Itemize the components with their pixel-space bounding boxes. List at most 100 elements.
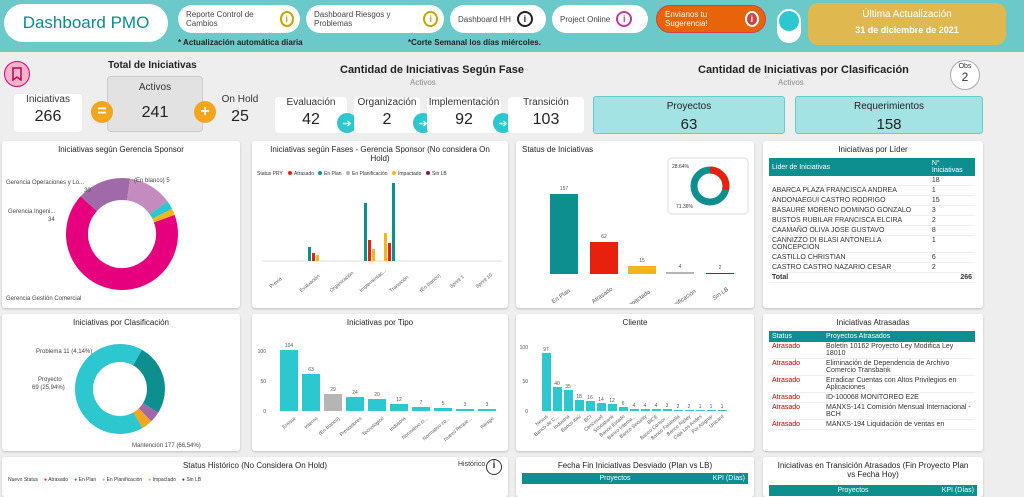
bar-interno[interactable]: [302, 374, 320, 411]
last-update-label: Última Actualización: [862, 9, 952, 20]
bar-normativo-ci[interactable]: [412, 407, 430, 411]
nav-label: Envíanos tu Sugerencia!: [665, 10, 708, 28]
bar-en-planificacion[interactable]: [666, 272, 694, 274]
kpi-activos-value: 241: [141, 104, 169, 121]
fases-gerencia-card: Iniciativas según Fases - Gerencia Spons…: [252, 141, 508, 308]
bar-sin-lb[interactable]: [706, 273, 734, 274]
slice-proyecto[interactable]: [71, 340, 169, 438]
table-row[interactable]: Atrasado MANXS-141 Comisión Mensual Inter…: [769, 402, 975, 420]
bar-industria[interactable]: [390, 404, 408, 411]
x-label: En Plan: [551, 288, 572, 304]
bookmark-icon[interactable]: [4, 61, 30, 87]
card-title: Iniciativas en Transición Atrasados (Fin…: [777, 461, 969, 479]
bar-en-blanco[interactable]: [324, 394, 342, 411]
card-title: Fecha Fin Iniciativas Desviado (Plan vs …: [557, 461, 713, 470]
fase-value: 103: [532, 111, 560, 128]
kpi-activos-label: Activos: [138, 82, 172, 93]
table-row[interactable]: CANNIZZO DI BLASI ANTONELLA CONCEPCION 1: [769, 235, 975, 253]
slice-comercial[interactable]: [64, 176, 179, 291]
fecha-fin-card: Fecha Fin Iniciativas Desviado (Plan vs …: [516, 457, 754, 497]
table-row[interactable]: 18: [769, 176, 975, 186]
table-row[interactable]: ABARCA PLAZA FRANCISCA ANDREA 1: [769, 185, 975, 196]
tipo-chart: 100 50 0 104 63 29 24 20 12 7 5 3 3 Emis…: [258, 343, 496, 443]
bar-tecnologico[interactable]: [368, 399, 386, 411]
y-tick: 0: [263, 409, 266, 415]
table-row[interactable]: Atrasado Boletín 10162 Proyecto Ley Modif…: [769, 342, 975, 359]
table-row[interactable]: CASTILLO CHRISTIAN 6: [769, 252, 975, 263]
legend-item: Atrasado: [294, 171, 314, 177]
historico-card: Status Histórico (No Considera On Hold) …: [2, 457, 508, 497]
svg-text:4: 4: [633, 403, 636, 409]
slice-otro[interactable]: [71, 340, 169, 438]
status-card: Status de Iniciativas 157 62 15 4 2 En P…: [516, 141, 754, 318]
card-title: Status de Iniciativas: [522, 145, 594, 154]
status-pie-popup: [667, 157, 749, 215]
fecha-fin-table-header: Proyectos KPI (Días): [522, 473, 748, 484]
gerencia-donut: Gerencia Operaciones y Lo... 30 (En blan…: [6, 176, 179, 310]
legend-title: Status PRY: [257, 171, 283, 177]
kpi-label: On Hold: [221, 94, 259, 105]
bar-nuevo-req[interactable]: [456, 409, 474, 411]
card-title: Status Histórico (No Considera On Hold): [182, 461, 328, 470]
bar-impactado[interactable]: [628, 266, 656, 274]
table-row[interactable]: CASTRO CASTRO NAZARIO CESAR 2: [769, 262, 975, 273]
x-label: Sprint 1: [449, 274, 466, 290]
bar-atrasado[interactable]: [590, 242, 618, 274]
table-row[interactable]: Atrasado MANXS-194 Liquidación de ventas …: [769, 419, 975, 430]
toggle-switch[interactable]: [776, 8, 802, 44]
card-title: Cliente: [622, 318, 648, 327]
requerimientos-label: Requerimientos: [853, 101, 925, 112]
table-row[interactable]: BUSTOS RUBILAR FRANCISCA ELCIRA 2: [769, 215, 975, 226]
bar-emisor[interactable]: [280, 350, 298, 411]
table-row[interactable]: Atrasado Eliminación de Dependencia de Ar…: [769, 358, 975, 376]
svg-text:1: 1: [710, 404, 713, 410]
y-tick: 100: [520, 345, 529, 351]
table-row[interactable]: Atrasado ID-100068 MONITOREO E2E: [769, 392, 975, 403]
nav-dashboard-riesgos[interactable]: Dashboard Riesgos y Problemas i: [306, 5, 444, 33]
nav-sugerencia[interactable]: Envíanos tu Sugerencia! i: [656, 5, 766, 33]
table-row[interactable]: BASAURE MORENO DOMINGO GONZALO 3: [769, 205, 975, 216]
bar-normativo-co[interactable]: [434, 408, 452, 411]
transicion-table-header: Proyectos KPI (Días): [769, 485, 977, 496]
bars-implementacion: [364, 203, 375, 261]
info-icon: i: [423, 11, 438, 27]
bar-prestadores[interactable]: [346, 397, 364, 411]
bars-evaluacion: [308, 247, 319, 261]
label: Gerencia Gestión Comercial: [6, 296, 81, 302]
atrasados-table: Status Proyectos Atrasados Atrasado Boletí…: [769, 331, 975, 430]
x-label: Organización: [329, 270, 356, 294]
arrow-right-icon: ➔: [337, 113, 357, 133]
bar-value: 20: [374, 392, 380, 398]
note-weekly-cut: *Corte Semanal los días miércoles.: [408, 38, 541, 47]
proyectos-label: Proyectos: [666, 101, 712, 112]
bar-value: 29: [330, 387, 336, 393]
fase-label: Evaluación: [286, 97, 336, 108]
label: Proyecto: [38, 377, 62, 383]
nav-reporte-control-cambios[interactable]: Reporte Control de Cambios i: [178, 5, 300, 33]
nav-project-online[interactable]: Project Online i: [552, 5, 648, 33]
historico-link[interactable]: Histórico: [458, 461, 486, 468]
y-tick: 50: [260, 379, 266, 385]
table-row[interactable]: ANDONAEGUI CASTRO RODRIGO 15: [769, 195, 975, 206]
info-icon[interactable]: i: [486, 459, 502, 475]
table-row[interactable]: CAAMAÑO OLIVA JOSE GUSTAVO 8: [769, 225, 975, 236]
bar-value: 12: [396, 397, 402, 403]
label: Mantención 177 (66,54%): [132, 443, 201, 449]
fase-sub: Activos: [410, 78, 436, 87]
x-label: Emisor: [282, 416, 298, 431]
card-title: Iniciativas Atrasadas: [836, 318, 910, 327]
svg-text:BCI: BCI: [583, 414, 593, 424]
last-update-date: 31 de diciembre de 2021: [855, 25, 959, 35]
x-label: Previa: [269, 276, 284, 290]
fase-label: Transición: [523, 97, 569, 108]
tipo-card: Iniciativas por Tipo 100 50 0 104 63 29 …: [252, 314, 508, 451]
clasif-title: Cantidad de Iniciativas por Clasificació…: [698, 64, 909, 76]
bar-value: 157: [560, 186, 569, 192]
table-row[interactable]: Atrasado Erradicar Cuentas con Altos Priv…: [769, 375, 975, 393]
slice-ingenieria[interactable]: [64, 176, 179, 291]
bar-riesgo[interactable]: [478, 409, 496, 411]
dashboard-title: Dashboard PMO: [4, 4, 168, 42]
bar-en-plan[interactable]: [550, 194, 578, 274]
nav-dashboard-hh[interactable]: Dashboard HH i: [450, 5, 546, 33]
